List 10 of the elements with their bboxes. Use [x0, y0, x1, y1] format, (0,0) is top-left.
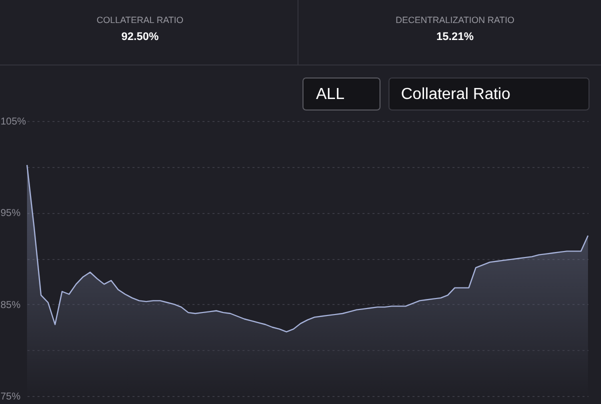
text: 92.50% [121, 31, 159, 43]
text: 15.21% [436, 31, 474, 43]
text: DECENTRALIZATION RATIO [396, 15, 514, 25]
y-tick-label: 105% [0, 116, 26, 128]
y-tick-label: 95% [0, 208, 21, 220]
text: ALL [316, 86, 345, 103]
y-tick-label: 75% [0, 392, 21, 402]
text: COLLATERAL RATIO [96, 15, 184, 25]
text: Collateral Ratio [401, 86, 510, 103]
y-tick-label: 85% [0, 300, 21, 311]
